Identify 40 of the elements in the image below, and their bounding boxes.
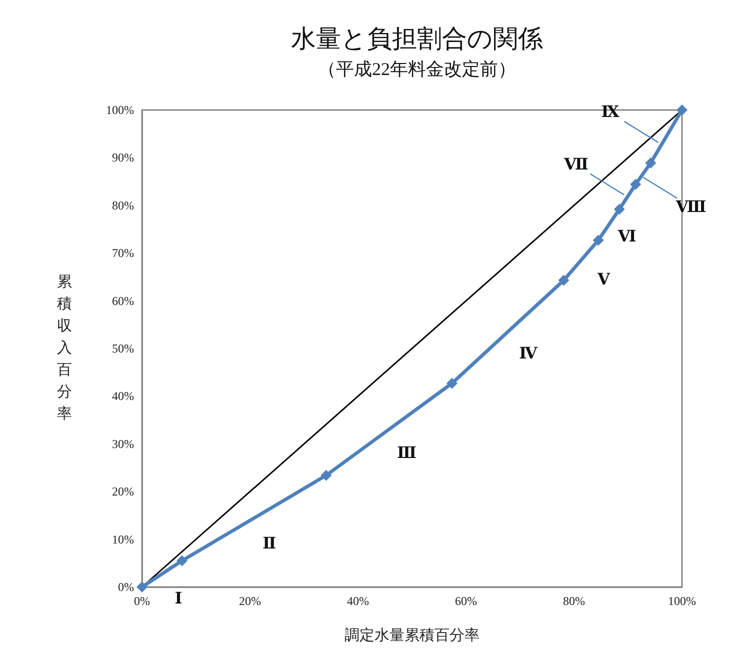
annotation: Ⅴ (596, 271, 611, 288)
annotation: Ⅳ (519, 345, 538, 362)
x-tick-label: 80% (563, 594, 585, 608)
x-axis-title: 調定水量累積百分率 (344, 627, 480, 644)
chart-subtitle: （平成22年料金改定前） (318, 59, 516, 79)
y-tick-label: 90% (112, 150, 134, 165)
x-tick-label: 20% (239, 594, 261, 608)
point (592, 234, 604, 246)
annotation: Ⅶ (563, 156, 588, 174)
annotation: Ⅵ (616, 228, 636, 246)
x-tick-label: 100% (668, 594, 696, 608)
point (630, 178, 642, 190)
y-axis-title: 累積収入百分率 (57, 274, 72, 422)
y-tick-label: 50% (112, 342, 134, 356)
text: Ⅰ (174, 590, 182, 608)
y-tick-label: 70% (112, 246, 134, 260)
y-tick-label: 80% (112, 198, 134, 212)
point (558, 274, 570, 286)
y-tick-label: 100% (106, 103, 134, 117)
y-tick-label: 10% (112, 532, 134, 546)
y-tick-label: 0% (118, 580, 134, 594)
point (614, 204, 625, 215)
point (176, 555, 188, 566)
annotation: Ⅷ (674, 198, 706, 216)
annotation: Ⅱ (262, 535, 276, 552)
point (136, 582, 148, 592)
annotation: Ⅸ (601, 104, 620, 121)
x-tick-label: 0% (134, 594, 150, 608)
y-tick-label: 20% (112, 484, 134, 499)
point (320, 470, 332, 481)
y-tick-label: 60% (112, 294, 134, 308)
point (645, 157, 656, 168)
y-tick-label: 30% (112, 436, 134, 451)
point (446, 378, 458, 389)
x-tick-label: 60% (455, 594, 477, 608)
annotation: Ⅲ (397, 445, 417, 462)
point (676, 104, 688, 116)
x-tick-label: 40% (347, 594, 369, 608)
chart-title: 水量と負担割合の関係 (291, 26, 543, 53)
y-tick-label: 40% (112, 389, 134, 404)
